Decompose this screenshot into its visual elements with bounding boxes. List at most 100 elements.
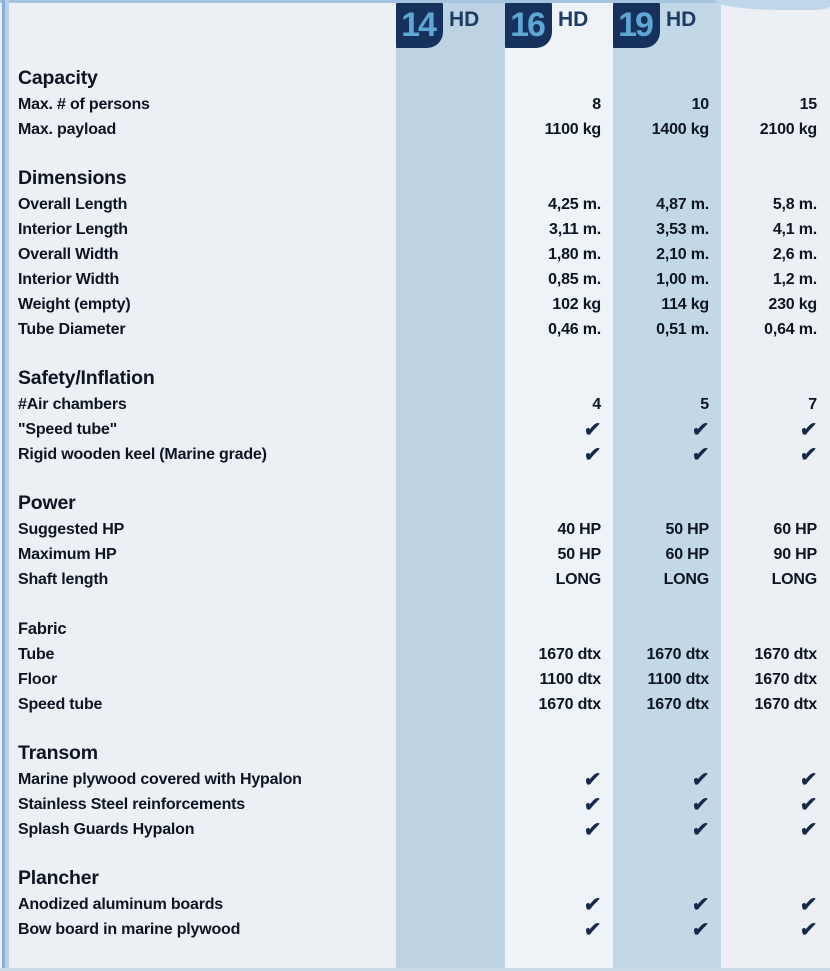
spec-value-cell: 1100 dtx	[647, 670, 709, 688]
section-header-plancher: Plancher	[0, 866, 830, 892]
spec-value-cell: 0,85 m.	[548, 270, 601, 288]
section-title: Safety/Inflation	[18, 367, 155, 390]
spec-row-label: Bow board in marine plywood	[18, 920, 241, 938]
spec-value-cell: 1670 dtx	[538, 645, 602, 663]
spec-value-cell: 1100 kg	[544, 120, 602, 138]
spec-value-cell: 5	[700, 395, 709, 413]
spec-row: Bow board in marine plywood ✔ ✔ ✔	[0, 917, 830, 942]
spec-value-cell: 1670 dtx	[754, 670, 818, 688]
spec-row-label: Overall Width	[18, 245, 119, 263]
section-title: Transom	[18, 742, 98, 765]
spec-value-cell: 0,51 m.	[656, 320, 709, 338]
spec-value-cell: 1670 dtx	[646, 695, 710, 713]
check-cell: ✔	[614, 444, 722, 466]
check-icon: ✔	[691, 768, 711, 791]
spec-value-cell: 1670 dtx	[754, 695, 818, 713]
top-accent-curve	[716, 0, 830, 10]
model-hd-label: HD	[449, 8, 480, 31]
spec-row-label: Suggested HP	[18, 520, 125, 538]
spec-row: Marine plywood covered with Hypalon ✔ ✔ ✔	[0, 767, 830, 792]
spec-row-label: Floor	[18, 670, 57, 688]
spec-row: Max. # of persons 8 10 15	[0, 92, 830, 117]
spec-row-label: Splash Guards Hypalon	[18, 820, 195, 838]
section-header-capacity: Capacity	[0, 66, 830, 92]
section-title: Plancher	[18, 867, 99, 890]
spec-value-cell: 0,64 m.	[764, 320, 817, 338]
check-icon: ✔	[691, 418, 711, 441]
spec-value-cell: 1,2 m.	[772, 270, 817, 288]
model-hd-label: HD	[666, 8, 697, 31]
spec-row: Speed tube 1670 dtx 1670 dtx 1670 dtx	[0, 692, 830, 717]
spec-row: Suggested HP 40 HP 50 HP 60 HP	[0, 517, 830, 542]
section-spacer	[0, 342, 830, 366]
spec-value-cell: 8	[592, 95, 601, 113]
spec-row: Max. payload 1100 kg 1400 kg 2100 kg	[0, 117, 830, 142]
spec-row: Overall Length 4,25 m. 4,87 m. 5,8 m.	[0, 192, 830, 217]
left-accent-strip	[2, 0, 9, 971]
spec-row: "Speed tube" ✔ ✔ ✔	[0, 417, 830, 442]
check-icon: ✔	[583, 418, 603, 441]
spec-row: Maximum HP 50 HP 60 HP 90 HP	[0, 542, 830, 567]
check-cell: ✔	[505, 444, 614, 466]
section-spacer	[0, 142, 830, 166]
top-accent-strip	[0, 0, 830, 3]
check-icon: ✔	[691, 793, 711, 816]
spec-value-cell: 1670 dtx	[754, 645, 818, 663]
check-cell: ✔	[614, 893, 722, 916]
check-cell: ✔	[505, 769, 614, 791]
check-icon: ✔	[691, 918, 711, 941]
spec-value-cell: 50 HP	[557, 545, 602, 563]
spec-row-label: Weight (empty)	[18, 295, 131, 313]
spec-row-label: Tube Diameter	[18, 320, 126, 338]
spec-value-cell: LONG	[663, 570, 710, 588]
check-icon: ✔	[691, 893, 711, 916]
spec-row-label: Shaft length	[18, 570, 109, 588]
check-icon: ✔	[583, 793, 603, 816]
spec-row: Weight (empty) 102 kg 114 kg 230 kg	[0, 292, 830, 317]
check-cell: ✔	[505, 894, 614, 916]
spec-value-cell: 50 HP	[665, 520, 710, 538]
spec-value-cell: 2100 kg	[759, 120, 818, 138]
spec-row: Shaft length LONG LONG LONG	[0, 567, 830, 592]
spec-row-label: Max. # of persons	[18, 95, 150, 113]
spec-value-cell: 2,10 m.	[656, 245, 709, 263]
check-icon: ✔	[799, 793, 819, 816]
spec-value-cell: 4,87 m.	[656, 195, 709, 213]
spec-row-label: Interior Length	[18, 220, 128, 238]
spec-value-cell: LONG	[555, 570, 602, 588]
spec-row-label: #Air chambers	[18, 395, 127, 413]
section-header-fabric: Fabric	[0, 616, 830, 642]
spec-row-label: Anodized aluminum boards	[18, 895, 223, 913]
spec-value-cell: LONG	[771, 570, 818, 588]
spec-row-label: Rigid wooden keel (Marine grade)	[18, 445, 267, 463]
check-icon: ✔	[799, 443, 819, 466]
spec-row-label: Max. payload	[18, 120, 117, 138]
check-cell: ✔	[722, 793, 830, 816]
bottom-accent-strip	[0, 968, 830, 971]
section-spacer	[0, 48, 830, 66]
spec-row: Interior Length 3,11 m. 3,53 m. 4,1 m.	[0, 217, 830, 242]
check-cell: ✔	[505, 819, 614, 841]
check-icon: ✔	[799, 768, 819, 791]
column-band-16hd	[505, 3, 613, 971]
spec-table: Capacity Max. # of persons 8 10 15 Max. paylo…	[0, 48, 830, 942]
spec-value-cell: 3,53 m.	[656, 220, 709, 238]
model-number-14: 14	[396, 3, 443, 48]
check-icon: ✔	[583, 918, 603, 941]
section-title: Capacity	[18, 67, 98, 90]
section-spacer	[0, 467, 830, 491]
spec-value-cell: 1100 dtx	[539, 670, 601, 688]
spec-row: Overall Width 1,80 m. 2,10 m. 2,6 m.	[0, 242, 830, 267]
spec-row: #Air chambers 4 5 7	[0, 392, 830, 417]
spec-value-cell: 3,11 m.	[549, 220, 601, 238]
spec-value-cell: 5,8 m.	[772, 195, 817, 213]
check-icon: ✔	[799, 418, 819, 441]
spec-row-label: Tube	[18, 645, 55, 663]
check-cell: ✔	[614, 793, 722, 816]
section-spacer	[0, 717, 830, 741]
spec-value-cell: 90 HP	[773, 545, 818, 563]
check-cell: ✔	[505, 418, 614, 441]
column-band-14hd	[396, 3, 505, 971]
check-cell: ✔	[722, 418, 830, 441]
spec-value-cell: 4,1 m.	[772, 220, 817, 238]
